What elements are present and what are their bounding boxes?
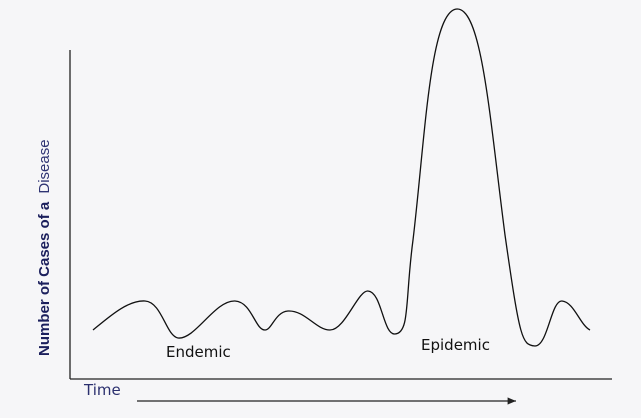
endemic-label: Endemic bbox=[166, 343, 231, 361]
y-axis-label: Number of Cases of a Disease bbox=[36, 139, 53, 356]
incidence-curve bbox=[92, 8, 591, 347]
y-axis-label-bold: Number of Cases of a bbox=[36, 201, 53, 356]
epidemic-label: Epidemic bbox=[421, 336, 490, 354]
time-label: Time bbox=[83, 381, 121, 399]
y-axis-label-light: Disease bbox=[36, 139, 53, 193]
